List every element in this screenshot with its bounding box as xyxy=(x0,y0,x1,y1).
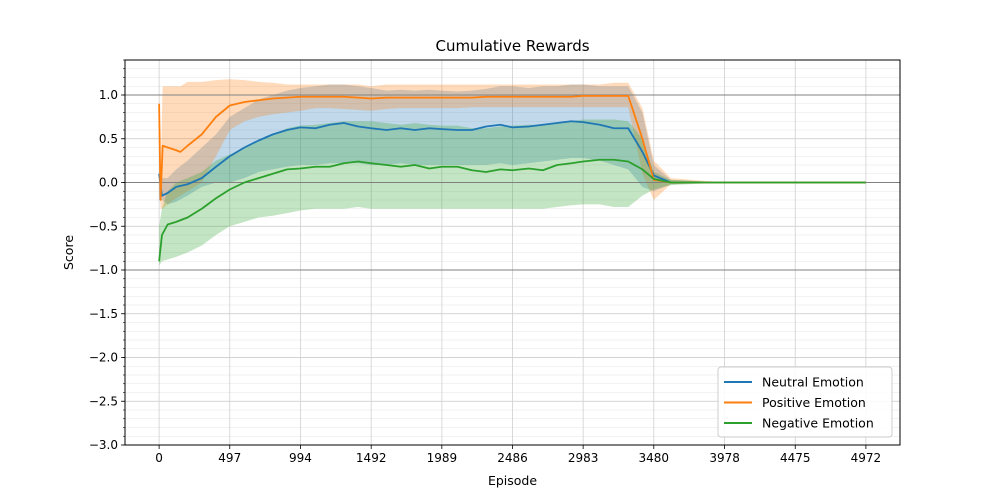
x-tick-label: 4972 xyxy=(851,451,882,465)
y-tick-label: 1.0 xyxy=(99,88,118,102)
legend-label: Negative Emotion xyxy=(762,416,874,431)
y-tick-label: −0.5 xyxy=(89,219,118,233)
x-tick-label: 3978 xyxy=(709,451,740,465)
confidence-band xyxy=(159,84,866,205)
legend: Neutral Emotion Positive Emotion Negative … xyxy=(717,366,893,438)
chart-title: Cumulative Rewards xyxy=(435,37,589,55)
legend-box xyxy=(717,366,893,438)
y-axis-label: Score xyxy=(61,235,76,270)
series-line xyxy=(158,158,866,262)
y-tick-label: −2.0 xyxy=(89,351,118,365)
x-tick-label: 0 xyxy=(155,451,163,465)
x-tick-label: 497 xyxy=(218,451,241,465)
confidence-band xyxy=(159,79,866,209)
y-tick-label: 0.5 xyxy=(99,132,118,146)
y-tick-label: −1.0 xyxy=(89,263,118,277)
x-tick-label: 1989 xyxy=(427,451,458,465)
x-tick-label: 2983 xyxy=(568,451,599,465)
x-tick-label: 4475 xyxy=(780,451,811,465)
confidence-band xyxy=(159,119,866,266)
x-tick-label: 3480 xyxy=(639,451,670,465)
y-tick-label: −3.0 xyxy=(89,438,118,452)
y-axis-ticks: −3.0 −2.5 −2.0 −1.5 −1.0 −0.5 0.0 0.5 1.0 xyxy=(89,59,125,452)
series-lines xyxy=(158,94,866,262)
y-tick-label: 0.0 xyxy=(99,176,118,190)
series-line xyxy=(158,94,866,201)
legend-label: Neutral Emotion xyxy=(762,375,864,390)
x-tick-label: 1492 xyxy=(356,451,387,465)
x-axis-label: Episode xyxy=(488,473,537,488)
legend-label: Positive Emotion xyxy=(762,395,866,410)
confidence-bands xyxy=(159,79,866,266)
series-line xyxy=(158,120,866,197)
x-tick-label: 2486 xyxy=(497,451,528,465)
y-tick-label: −1.5 xyxy=(89,307,118,321)
x-tick-label: 994 xyxy=(289,451,312,465)
y-tick-label: −2.5 xyxy=(89,394,118,408)
x-axis-ticks: 0 497 994 1492 1989 2486 2983 3480 3978 4475 4972 xyxy=(155,445,881,465)
